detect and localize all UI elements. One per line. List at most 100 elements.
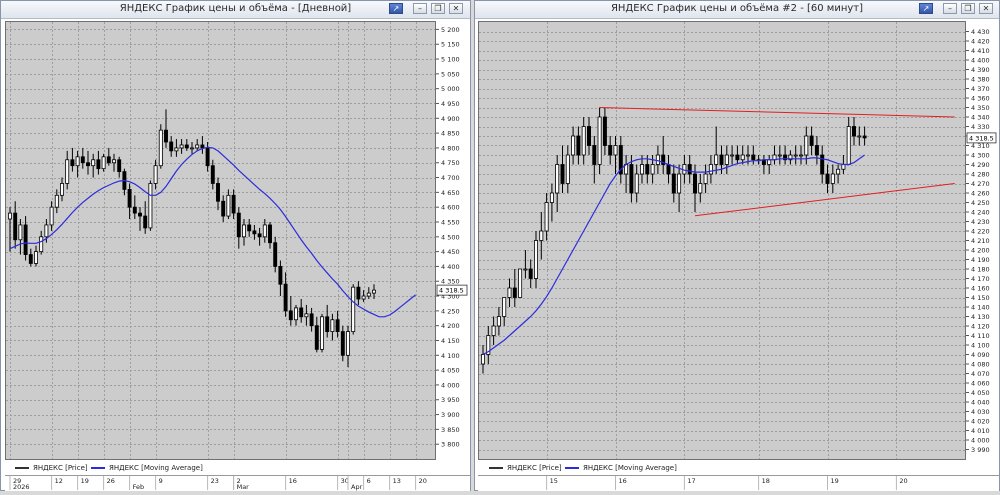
legend-swatch — [565, 467, 579, 469]
hourly-plot-area[interactable] — [478, 21, 966, 460]
candle-down — [335, 319, 340, 333]
candle-down — [268, 224, 272, 244]
legend-item-moving-average: ЯНДЕКС [Moving Average] — [565, 463, 677, 473]
candle-up — [502, 297, 507, 317]
candle-down — [283, 283, 288, 312]
price-tick-label: 4 600 — [441, 204, 460, 212]
price-tick-label: 4 050 — [441, 367, 460, 375]
hourly-date-axis-svg: 15 16 17 18 19 20 — [546, 476, 908, 490]
candle-up — [724, 154, 729, 165]
candle-down — [693, 173, 697, 194]
candle-down — [862, 135, 867, 139]
hourly-chart-window: ЯНДЕКС График цены и объёма #2 - [60 мин… — [474, 0, 1000, 491]
restore-button[interactable]: ❐ — [961, 3, 975, 14]
last-price-box — [436, 284, 468, 296]
legend-label: ЯНДЕКС [Price] — [33, 464, 88, 472]
price-tick-label: 4 450 — [441, 248, 460, 256]
legend-swatch — [15, 467, 29, 469]
price-tick-label: 4 290 — [971, 161, 990, 169]
date-tick-label: 16 — [619, 477, 627, 485]
daily-candlestick-chart — [6, 22, 435, 459]
price-tick-label: 4 310 — [971, 142, 990, 150]
candle-down — [132, 206, 137, 214]
daily-plot-area[interactable] — [5, 21, 436, 460]
price-tick-label: 4 210 — [971, 237, 990, 245]
hourly-candlestick-chart — [479, 22, 965, 459]
minimize-button[interactable]: – — [413, 3, 427, 14]
candle-down — [576, 135, 581, 156]
moving-average-line — [482, 154, 865, 356]
daily-window-title: ЯНДЕКС График цены и объёма - [Дневной] — [119, 3, 352, 14]
candle-down — [278, 266, 283, 285]
minimize-button[interactable]: – — [943, 3, 957, 14]
hourly-date-axis: 15 16 17 18 19 20 — [478, 475, 999, 491]
link-icon[interactable]: ↗ — [919, 3, 933, 14]
date-tick-label: Feb — [133, 483, 145, 491]
candle-down — [618, 145, 623, 175]
price-tick-label: 4 030 — [971, 408, 990, 416]
daily-price-axis-svg: 3 800 3 850 3 900 3 950 4 000 4 050 4 100 4 150… — [436, 26, 468, 449]
legend-item-price: ЯНДЕКС [Price] — [489, 463, 562, 473]
date-tick-label: 26 — [107, 477, 115, 485]
candle-up — [555, 164, 560, 194]
price-tick-label: 4 270 — [971, 180, 990, 188]
close-button[interactable]: ✕ — [449, 3, 463, 14]
candle-up — [714, 154, 719, 165]
candle-down — [221, 200, 226, 217]
close-button[interactable]: ✕ — [979, 3, 993, 14]
price-tick-label: 4 080 — [971, 361, 990, 369]
legend-label: ЯНДЕКС [Moving Average] — [109, 464, 203, 472]
candle-up — [767, 159, 772, 165]
hourly-price-axis: 3 990 4 000 4 010 4 020 4 030 4 040 4 050 4 060… — [966, 21, 999, 460]
price-tick-label: 5 150 — [441, 41, 460, 49]
candle-up — [481, 354, 485, 365]
hourly-legend: ЯНДЕКС [Price] ЯНДЕКС [Moving Average] — [489, 463, 789, 475]
candle-down — [257, 233, 262, 238]
date-tick-label: 20 — [419, 477, 427, 485]
price-tick-label: 4 400 — [971, 57, 990, 65]
candle-up — [836, 168, 841, 175]
price-tick-label: 4 350 — [441, 278, 460, 286]
candle-down — [169, 141, 174, 152]
daily-legend: ЯНДЕКС [Price] ЯНДЕКС [Moving Average] — [15, 463, 315, 475]
price-tick-label: 4 250 — [971, 199, 990, 207]
candle-up — [496, 316, 501, 327]
candle-up — [841, 164, 846, 170]
price-tick-label: 4 090 — [971, 351, 990, 359]
hourly-title-bar[interactable]: ЯНДЕКС График цены и объёма #2 - [60 мин… — [475, 1, 999, 19]
candle-up — [49, 206, 54, 226]
candle-up — [153, 165, 158, 184]
price-tick-label: 4 400 — [441, 263, 460, 271]
price-tick-label: 4 200 — [971, 247, 990, 255]
date-tick-label: 9 — [159, 477, 163, 485]
candle-up — [571, 135, 576, 156]
date-tick-label: 20 — [899, 477, 907, 485]
legend-item-price: ЯНДЕКС [Price] — [15, 463, 88, 473]
candle-up — [703, 173, 708, 184]
candle-down — [23, 224, 28, 255]
date-tick-label: 23 — [211, 477, 219, 485]
candle-down — [80, 156, 85, 164]
price-tick-label: 4 250 — [441, 307, 460, 315]
price-tick-label: 4 050 — [971, 389, 990, 397]
price-tick-label: 4 280 — [971, 171, 990, 179]
price-tick-label: 4 430 — [971, 28, 990, 36]
candle-up — [190, 147, 194, 150]
date-tick-label: Apr — [351, 483, 363, 491]
candle-up — [677, 173, 682, 194]
link-icon[interactable]: ↗ — [389, 3, 403, 14]
candle-down — [719, 154, 724, 165]
candle-down — [314, 325, 319, 350]
price-tick-label: 4 060 — [971, 380, 990, 388]
candle-down — [809, 135, 814, 146]
date-tick-label: 19 — [81, 477, 89, 485]
restore-button[interactable]: ❐ — [431, 3, 445, 14]
candle-down — [299, 307, 304, 318]
candle-down — [309, 313, 314, 327]
daily-title-bar[interactable]: ЯНДЕКС График цены и объёма - [Дневной] … — [1, 1, 470, 19]
candle-down — [751, 154, 756, 161]
candle-down — [231, 194, 236, 214]
candle-down — [820, 154, 825, 175]
price-tick-label: 4 370 — [971, 85, 990, 93]
